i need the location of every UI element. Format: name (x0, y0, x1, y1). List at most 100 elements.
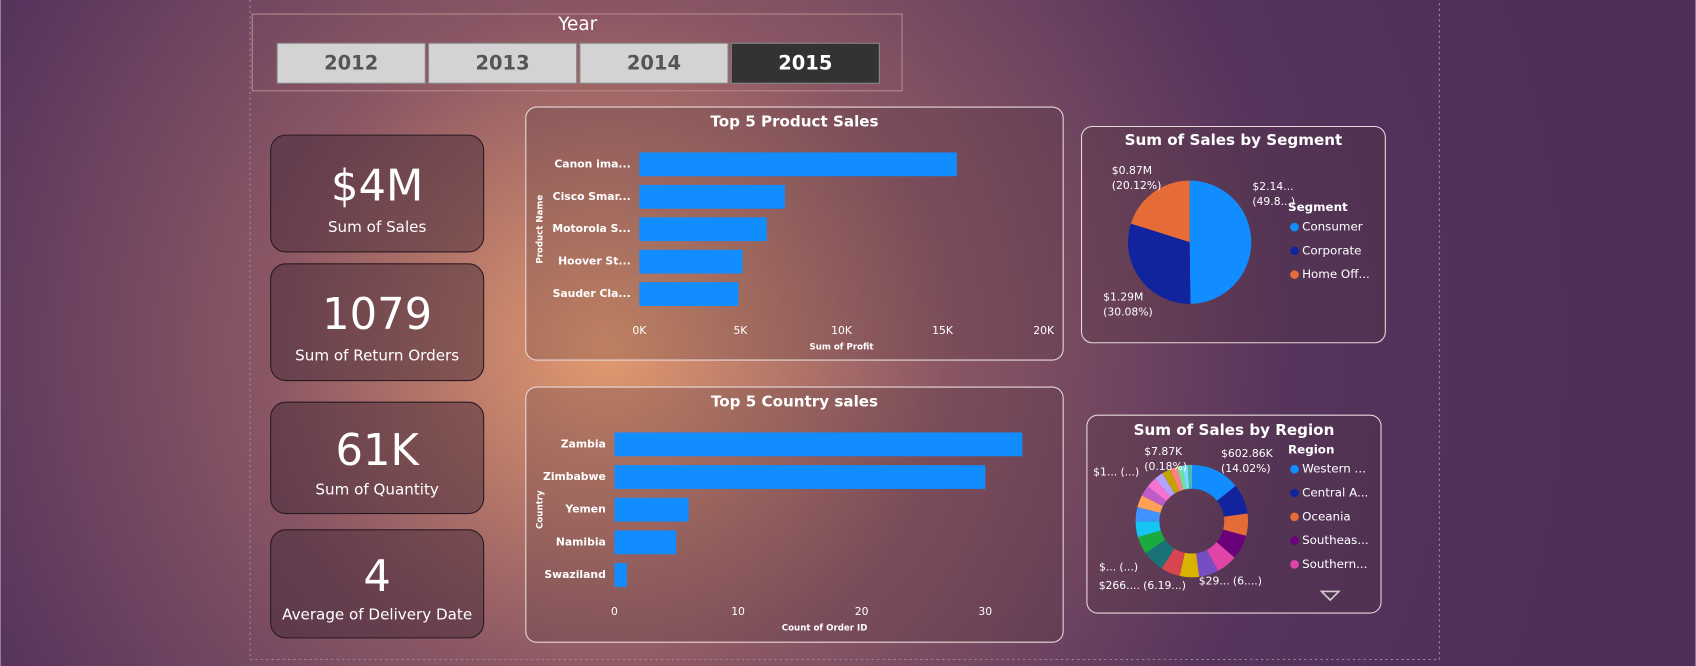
legend-marker (1290, 464, 1299, 474)
legend-marker (1290, 536, 1299, 545)
legend-marker (1290, 270, 1299, 279)
category-label: Hoover St... (558, 255, 631, 268)
kpi-value: $4M (331, 161, 423, 211)
kpi-value: 61K (335, 426, 420, 476)
category-label: Cisco Smar... (553, 190, 631, 203)
slice (1177, 465, 1187, 490)
slicer-button[interactable] (427, 42, 578, 84)
x-tick-label: 15K (932, 324, 954, 337)
slicer-item[interactable]: 2015 (778, 51, 832, 74)
data-label: (14.02%) (1221, 462, 1271, 475)
canvas-frame (249, 0, 1440, 661)
bar (639, 249, 743, 274)
slicer-item[interactable]: 2012 (324, 51, 378, 74)
slice (1155, 473, 1175, 497)
legend-label: Western ... (1302, 462, 1366, 476)
slicer-item[interactable]: 2013 (475, 51, 529, 74)
slice (1137, 495, 1163, 514)
category-label: Canon ima... (554, 157, 630, 170)
legend-marker (1290, 560, 1299, 569)
slice (1147, 478, 1171, 502)
slice (1130, 180, 1190, 243)
category-label: Sauder Cla... (553, 287, 631, 300)
slice (1170, 466, 1184, 492)
legend-label: Oceania (1302, 509, 1351, 523)
kpi-label: Sum of Quantity (315, 481, 439, 499)
data-label: $29... (1199, 575, 1230, 588)
y-axis-title: Country (535, 490, 545, 529)
data-label: (6.19...) (1143, 579, 1186, 592)
data-label: $... (1099, 561, 1116, 574)
category-label: Yemen (564, 503, 605, 516)
data-label: (30.08%) (1103, 305, 1153, 318)
slice (1141, 486, 1167, 507)
data-label: (20.12%) (1112, 179, 1162, 192)
bar (614, 530, 677, 555)
slice (1135, 521, 1161, 538)
kpi-value: 4 (363, 552, 391, 602)
data-label: $1.29M (1103, 290, 1143, 303)
kpi-label: Sum of Return Orders (295, 347, 459, 365)
x-tick-label: 0K (632, 324, 647, 337)
data-label: (...) (1120, 465, 1139, 478)
slicer-button[interactable] (579, 42, 729, 84)
x-tick-label: 0 (611, 605, 618, 618)
slice (1162, 469, 1180, 494)
data-label: $7.87K (1144, 445, 1183, 458)
bar (639, 217, 767, 242)
slicer-button[interactable] (276, 42, 426, 84)
bar (614, 432, 1023, 457)
legend-label: Southeas... (1302, 533, 1369, 547)
slicer-title: Year (557, 14, 597, 35)
data-label: (6....) (1233, 575, 1262, 588)
kpi-card (270, 134, 485, 253)
kpi-card (270, 401, 485, 515)
bar (639, 184, 785, 209)
slice (1145, 539, 1175, 569)
category-label: Zambia (561, 437, 606, 450)
chart-title: Sum of Sales by Region (1134, 421, 1335, 439)
slice (1187, 464, 1192, 489)
legend-marker (1290, 222, 1299, 232)
legend-label: Southern... (1302, 557, 1367, 571)
legend-title: Region (1288, 442, 1334, 456)
bar (639, 282, 739, 306)
slice (1223, 513, 1249, 536)
category-label: Zimbabwe (543, 470, 606, 483)
kpi-card (270, 263, 485, 382)
slicer-frame (251, 13, 903, 92)
bar (614, 465, 986, 489)
kpi-card (270, 529, 485, 639)
slice (1191, 464, 1192, 489)
category-label: Motorola S... (552, 222, 630, 235)
bar (614, 563, 627, 587)
chart-title: Top 5 Country sales (711, 393, 878, 411)
legend-title: Segment (1288, 200, 1348, 214)
bar (639, 152, 957, 177)
data-label: (49.8...) (1252, 195, 1295, 208)
data-label: (...) (1119, 561, 1138, 574)
data-label: $1... (1093, 465, 1117, 478)
slice (1179, 552, 1200, 578)
legend-scroll-arrow[interactable] (1319, 590, 1341, 602)
x-tick-label: 10K (831, 324, 853, 337)
chart-title: Top 5 Product Sales (710, 113, 878, 131)
slicer-button[interactable] (730, 42, 880, 84)
slice (1206, 542, 1235, 571)
x-tick-label: 20 (855, 605, 869, 618)
slice (1191, 464, 1236, 501)
slice (1182, 465, 1190, 490)
x-tick-label: 30 (978, 605, 992, 618)
category-label: Namibia (556, 535, 606, 548)
bar (614, 497, 689, 522)
legend-marker (1290, 488, 1299, 498)
data-label: $0.87M (1112, 164, 1152, 177)
legend-label: Home Off... (1302, 267, 1370, 281)
slicer-item[interactable]: 2014 (627, 51, 681, 74)
kpi-label: Sum of Sales (328, 218, 426, 236)
slice (1217, 485, 1248, 517)
slice (1128, 223, 1191, 304)
category-label: Swaziland (544, 568, 605, 581)
